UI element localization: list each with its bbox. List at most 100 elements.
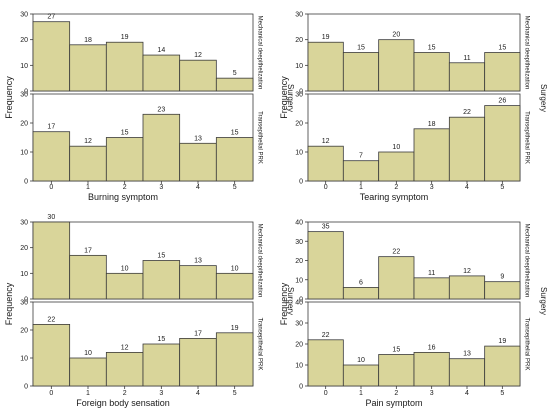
surgery-label: Surgery — [286, 84, 295, 112]
data-label: 9 — [500, 274, 504, 281]
x-tick-label: 1 — [359, 390, 363, 397]
data-label: 15 — [428, 45, 436, 52]
data-label: 10 — [231, 265, 239, 272]
y-tick-label: 20 — [20, 37, 28, 44]
surgery-label: Surgery — [539, 287, 548, 315]
data-label: 22 — [322, 332, 330, 339]
y-tick-label: 30 — [20, 300, 28, 307]
bar — [105, 137, 144, 182]
data-label: 20 — [392, 32, 400, 39]
x-tick-label: 2 — [123, 390, 127, 397]
y-tick-label: 20 — [20, 245, 28, 252]
data-label: 12 — [121, 344, 129, 351]
panel-2: 0 10 20 30 22 10 12 15 17 19 Transepithelial PRK — [20, 300, 262, 391]
data-label: 17 — [194, 330, 202, 337]
data-label: 22 — [47, 316, 55, 323]
y-tick-label: 0 — [299, 384, 303, 391]
data-label: 35 — [322, 224, 330, 231]
y-tick-label: 0 — [24, 384, 28, 391]
data-label: 27 — [47, 14, 55, 21]
y-tick-label: 30 — [20, 220, 28, 227]
facet-label: Mechanical deepithelization — [523, 16, 529, 90]
bar — [215, 272, 254, 300]
x-tick-label: 3 — [430, 184, 434, 191]
bar — [342, 287, 380, 300]
y-tick-label: 10 — [295, 63, 303, 70]
x-tick-label: 3 — [159, 390, 163, 397]
y-tick-label: 0 — [299, 297, 303, 304]
y-tick-label: 30 — [295, 12, 303, 19]
y-tick-label: 10 — [295, 150, 303, 157]
data-label: 17 — [84, 247, 92, 254]
bar — [448, 358, 486, 387]
bar — [215, 77, 254, 92]
bar — [142, 113, 181, 182]
bar — [413, 52, 450, 92]
data-label: 15 — [121, 130, 129, 137]
bar — [378, 354, 415, 387]
surgery-label: Surgery — [286, 287, 295, 315]
data-label: 26 — [498, 98, 506, 105]
bar — [484, 345, 521, 387]
x-tick-label: 2 — [123, 184, 127, 191]
y-tick-label: 40 — [295, 300, 303, 307]
y-tick-label: 30 — [295, 92, 303, 99]
data-label: 18 — [84, 37, 92, 44]
bar — [342, 160, 380, 182]
y-tick-label: 10 — [20, 271, 28, 278]
panel-1: 0 10 20 30 27 18 19 14 12 5 Mechanical deepitheliz… — [20, 12, 262, 96]
data-label: 11 — [428, 270, 435, 277]
data-label: 5 — [233, 70, 237, 77]
bar — [307, 231, 344, 300]
data-label: 10 — [84, 350, 92, 357]
data-label: 23 — [157, 106, 165, 113]
bar — [105, 41, 144, 92]
x-tick-label: 3 — [159, 184, 163, 191]
x-tick-label: 5 — [500, 184, 504, 191]
data-label: 18 — [428, 121, 436, 128]
facet-label: Mechanical deepithelization — [523, 224, 529, 298]
x-tick-label: 2 — [394, 184, 398, 191]
surgery-label: Surgery — [539, 84, 548, 112]
facet-label: Mechanical deepithelization — [256, 224, 262, 298]
facet-label: Transepithelial PRK — [256, 318, 262, 371]
x-tick-label: 0 — [324, 390, 328, 397]
data-label: 22 — [463, 109, 471, 116]
data-label: 13 — [194, 135, 202, 142]
x-tick-label: 4 — [465, 184, 469, 191]
data-label: 15 — [157, 253, 165, 260]
data-label: 10 — [357, 357, 365, 364]
bar — [484, 105, 521, 182]
y-tick-label: 20 — [295, 258, 303, 265]
x-tick-label: 5 — [233, 390, 237, 397]
y-tick-label: 10 — [20, 150, 28, 157]
data-label: 15 — [498, 45, 506, 52]
x-axis-title: Pain symptom — [365, 398, 422, 408]
y-tick-label: 40 — [295, 220, 303, 227]
panel-2: 0 10 20 30 17 12 15 23 13 15 Transepithelial PRK — [20, 92, 262, 186]
bar — [142, 343, 181, 387]
bar — [69, 357, 107, 387]
panel-2: 0 10 20 30 40 22 10 15 16 13 19 Transepithelial PRK — [295, 300, 529, 391]
y-tick-label: 30 — [20, 92, 28, 99]
y-tick-label: 20 — [20, 121, 28, 128]
y-tick-label: 10 — [295, 277, 303, 284]
x-axis-title: Tearing symptom — [360, 192, 429, 202]
bar — [413, 128, 450, 182]
bar — [69, 254, 107, 300]
bar — [69, 145, 107, 182]
bar — [179, 59, 217, 92]
x-tick-label: 4 — [196, 184, 200, 191]
panel-2: 0 10 20 30 12 7 10 18 22 26 Transepithelial PRK — [295, 92, 529, 186]
data-label: 15 — [357, 45, 365, 52]
y-axis-title: Frequency — [279, 282, 289, 325]
y-tick-label: 0 — [299, 89, 303, 96]
x-tick-label: 1 — [359, 184, 363, 191]
x-tick-label: 0 — [49, 184, 53, 191]
panel-1: 0 10 20 30 40 35 6 22 11 12 9 Mechanical deepitheli… — [295, 220, 529, 304]
y-axis-title: Frequency — [4, 282, 14, 325]
